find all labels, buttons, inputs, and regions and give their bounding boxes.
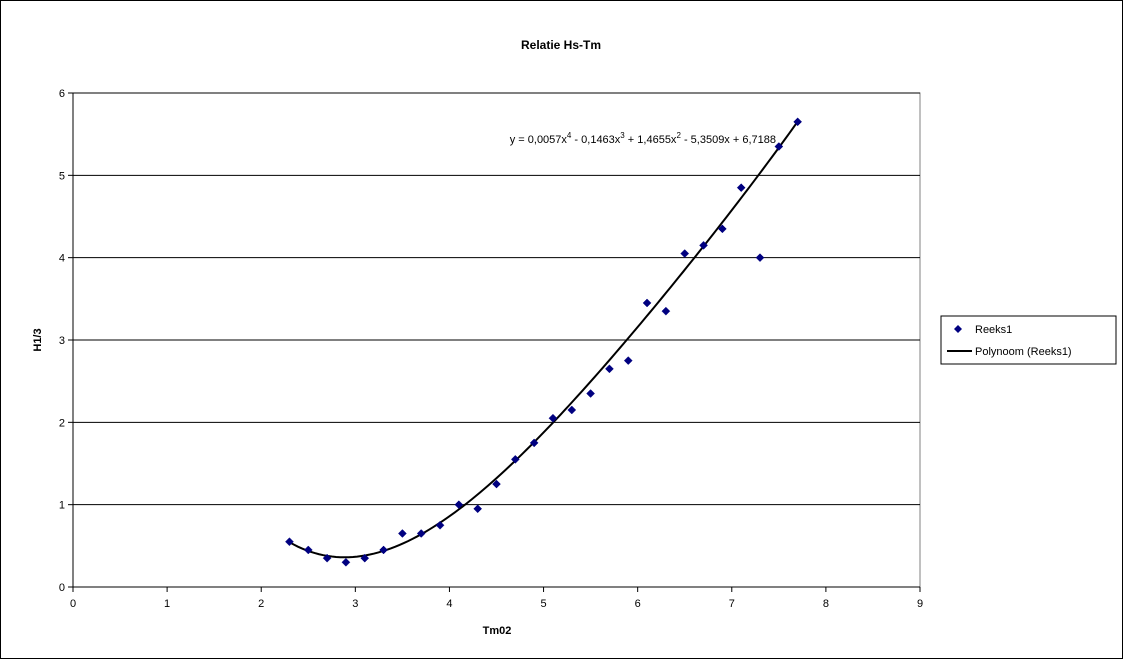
trendline-equation: y = 0,0057x4 - 0,1463x3 + 1,4655x2 - 5,3… <box>510 131 776 146</box>
chart-title: Relatie Hs-Tm <box>521 38 601 52</box>
x-tick-label: 2 <box>258 598 264 610</box>
data-point <box>567 405 577 415</box>
legend-label-trendline: Polynoom (Reeks1) <box>975 346 1072 358</box>
y-axis-label: H1/3 <box>32 328 44 351</box>
data-point <box>699 240 708 250</box>
data-point <box>341 557 351 567</box>
data-point <box>586 389 595 398</box>
data-point <box>379 545 388 555</box>
data-point <box>548 413 558 423</box>
x-tick-label: 4 <box>446 598 452 610</box>
data-point <box>793 117 803 127</box>
data-point <box>736 183 746 193</box>
y-tick-label: 6 <box>59 88 65 100</box>
y-tick-label: 4 <box>59 253 65 265</box>
y-tick-label: 1 <box>59 500 65 512</box>
y-tick-label: 0 <box>59 582 65 594</box>
data-point <box>661 306 671 316</box>
legend-marker-icon <box>954 325 962 333</box>
data-points <box>285 117 803 567</box>
data-point <box>360 553 370 563</box>
data-point <box>454 500 464 510</box>
x-tick-label: 0 <box>70 598 76 610</box>
y-tick-label: 3 <box>59 335 65 347</box>
data-point <box>285 537 294 547</box>
y-tick-label: 5 <box>59 170 65 182</box>
legend-label-series: Reeks1 <box>975 324 1012 336</box>
data-point <box>755 253 765 263</box>
x-axis-label: Tm02 <box>483 625 512 637</box>
x-tick-label: 8 <box>823 598 829 610</box>
x-tick-label: 9 <box>917 598 923 610</box>
tick-labels: 0 1 2 3 4 5 6 0 1 2 3 4 5 6 7 8 9 <box>59 88 923 610</box>
x-tick-label: 3 <box>352 598 358 610</box>
data-point <box>303 545 313 555</box>
data-point <box>322 553 332 563</box>
data-point <box>774 142 784 151</box>
data-point <box>642 298 652 308</box>
data-point <box>718 224 727 234</box>
gridlines <box>73 92 920 506</box>
trendline-curve <box>288 120 799 559</box>
legend: Reeks1 Polynoom (Reeks1) <box>940 315 1117 365</box>
data-point <box>510 455 520 464</box>
legend-box <box>940 315 1117 365</box>
data-point <box>473 504 483 514</box>
data-point <box>492 479 501 489</box>
data-point <box>435 520 445 530</box>
data-point <box>605 364 614 374</box>
data-point <box>398 529 407 538</box>
x-tick-label: 7 <box>729 598 735 610</box>
x-tick-label: 5 <box>540 598 546 610</box>
data-point <box>529 438 539 448</box>
x-tick-label: 1 <box>164 598 170 610</box>
x-tick-label: 6 <box>635 598 641 610</box>
data-point <box>623 356 633 365</box>
data-point <box>416 529 426 538</box>
axes <box>68 92 921 592</box>
data-point <box>680 249 690 258</box>
y-tick-label: 2 <box>59 417 65 429</box>
